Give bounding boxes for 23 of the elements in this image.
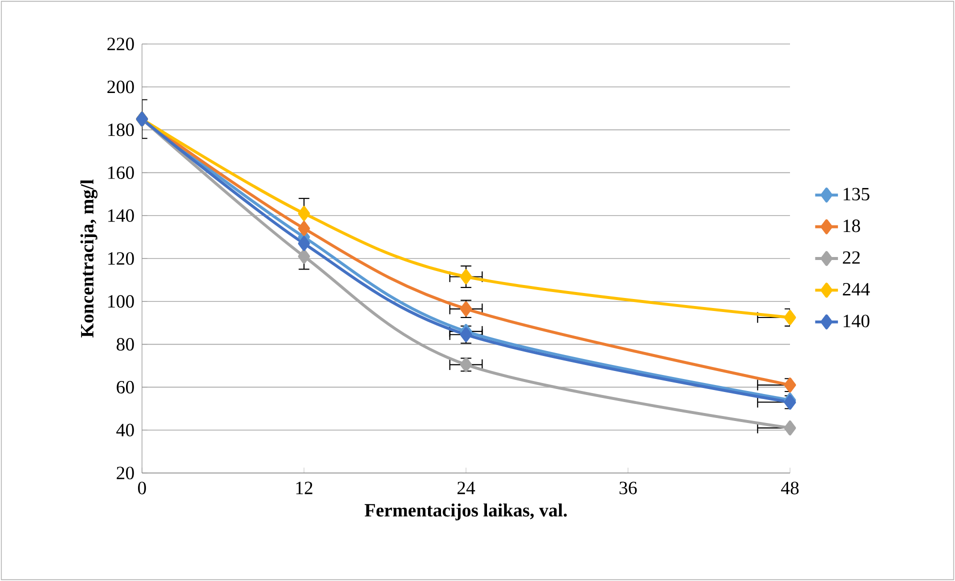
x-tick-label: 36 xyxy=(620,482,637,494)
y-tick-label: 160 xyxy=(108,166,134,179)
x-tick-label: 0 xyxy=(138,482,146,494)
y-tick-label: 180 xyxy=(108,123,134,136)
legend-label: 135 xyxy=(844,188,870,200)
x-tick-label: 48 xyxy=(781,482,799,494)
legend-label: 244 xyxy=(842,283,870,296)
y-tick-label: 120 xyxy=(108,252,134,265)
legend-label: 22 xyxy=(842,251,860,264)
y-axis-title: Koncentracija, mg/l xyxy=(80,179,98,338)
y-tick-label: 20 xyxy=(116,466,134,480)
y-tick-label: 80 xyxy=(116,338,134,351)
legend-label: 140 xyxy=(844,314,870,328)
y-tick-label: 40 xyxy=(116,424,134,436)
y-tick-label: 100 xyxy=(108,295,134,308)
x-tick-label: 12 xyxy=(296,482,312,494)
y-tick-label: 220 xyxy=(107,38,134,50)
y-tick-label: 200 xyxy=(107,80,134,94)
y-tick-label: 140 xyxy=(108,209,134,222)
y-tick-label: 60 xyxy=(116,380,134,394)
x-tick-label: 24 xyxy=(457,482,476,494)
legend-label: 18 xyxy=(844,220,860,232)
x-axis-title: Fermentacijos laikas, val. xyxy=(364,503,567,520)
